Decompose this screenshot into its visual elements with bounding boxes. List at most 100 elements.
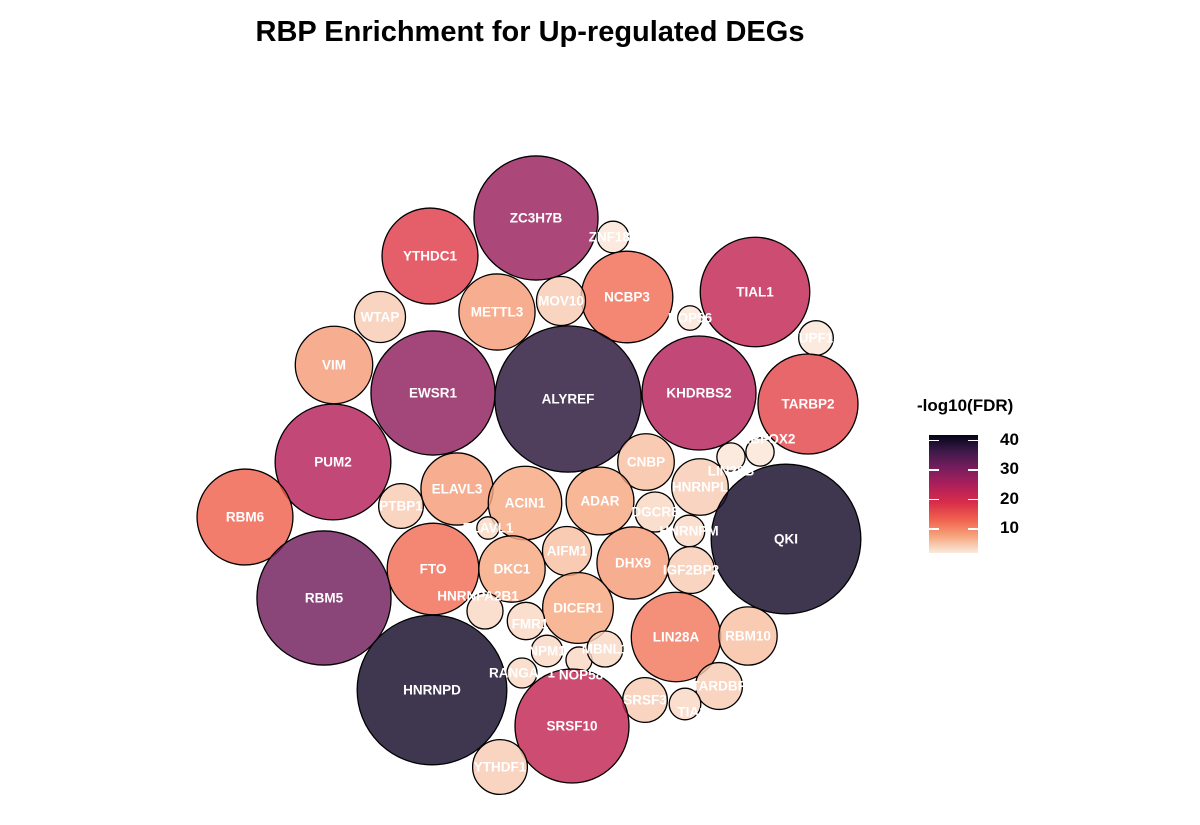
bubble-label: HNRNPA2B1: [437, 589, 519, 604]
bubble-label: NOP58: [559, 668, 604, 683]
bubble-rbm5: [256, 530, 392, 666]
bubble-label: TARBP2: [781, 397, 834, 412]
colorbar-tick: [968, 498, 978, 501]
bubble-label: ALYREF: [542, 392, 595, 407]
legend-tick-label: 10: [1000, 518, 1019, 538]
bubble-label: TIAL1: [736, 285, 774, 300]
bubble-label: MBNL1: [582, 642, 629, 657]
bubble-label: DICER1: [553, 601, 603, 616]
bubble-label: FMR1: [512, 617, 549, 632]
bubble-ythdf1: [471, 738, 529, 796]
bubble-label: HNRNPM: [659, 524, 718, 539]
bubble-label: ELAVL3: [432, 482, 483, 497]
bubble-label: PTBP1: [379, 499, 423, 514]
bubble-igf2bp2: [666, 545, 716, 595]
bubble-fmr1: [506, 601, 546, 641]
bubble-nop56: [677, 305, 703, 331]
bubble-label: ELAVL1: [463, 521, 514, 536]
bubble-label: DGCR8: [631, 505, 679, 520]
bubble-hnrnpa2b1: [466, 592, 504, 630]
bubble-label: KHDRBS2: [666, 386, 731, 401]
bubble-qki: [710, 463, 862, 615]
bubble-label: ADAR: [581, 494, 620, 509]
bubble-adar: [565, 466, 635, 536]
bubble-label: NPM1: [528, 644, 566, 659]
bubble-khdrbs2: [641, 335, 757, 451]
bubble-label: HNRNPD: [403, 683, 461, 698]
bubble-wtap: [353, 290, 407, 344]
bubble-label: SRSF3: [623, 693, 667, 708]
bubble-label: RANGAP1: [489, 666, 556, 681]
bubble-label: SRSF10: [546, 719, 597, 734]
bubble-label: PUM2: [314, 455, 352, 470]
bubble-label: TARDBP: [691, 679, 746, 694]
bubble-cnbp: [617, 433, 675, 491]
bubble-label: WTAP: [361, 310, 400, 325]
bubble-label: EWSR1: [409, 386, 458, 401]
bubble-label: METTL3: [471, 305, 524, 320]
bubble-tardbp: [694, 661, 744, 711]
bubble-label: VIM: [322, 358, 346, 373]
bubble-rbfox2: [745, 437, 775, 467]
colorbar-tick: [929, 439, 939, 442]
bubble-label: DKC1: [494, 562, 531, 577]
bubble-zc3h7b: [473, 155, 599, 281]
bubble-label: TIA1: [677, 705, 707, 720]
bubble-elavl1: [476, 516, 500, 540]
bubble-dicer1: [541, 571, 615, 645]
bubble-label: RBFOX2: [741, 432, 796, 447]
bubble-mbnl1: [586, 630, 624, 668]
bubble-rbm6: [196, 468, 294, 566]
bubble-ptbp1: [377, 482, 425, 530]
bubble-alyref: [494, 325, 642, 473]
bubble-lin28b: [716, 442, 746, 472]
bubble-ythdc1: [381, 207, 479, 305]
colorbar-tick: [929, 469, 939, 471]
bubble-tarbp2: [757, 353, 859, 455]
bubble-label: RBM6: [226, 510, 265, 525]
bubble-label: AIFM1: [547, 544, 588, 559]
bubble-label: LIN28B: [708, 464, 755, 479]
bubble-label: ZNF184: [589, 230, 638, 245]
legend-tick-label: 20: [1000, 488, 1019, 508]
bubble-tial1: [699, 236, 811, 348]
bubble-label: YTHDC1: [403, 249, 457, 264]
bubble-mov10: [535, 275, 587, 327]
chart-title: RBP Enrichment for Up-regulated DEGs: [255, 16, 805, 48]
bubble-pum2: [274, 403, 392, 521]
bubble-label: CNBP: [627, 455, 665, 470]
bubble-label: ACIN1: [505, 496, 546, 511]
bubble-npm1: [530, 634, 564, 668]
bubble-label: RBM5: [305, 591, 344, 606]
bubble-label: LIN28A: [653, 630, 700, 645]
bubble-label: NCBP3: [604, 290, 650, 305]
colorbar-tick: [968, 439, 978, 442]
bubble-dkc1: [478, 535, 546, 603]
bubble-hnrnpl: [671, 458, 729, 516]
legend-tick-label: 30: [1000, 459, 1019, 479]
bubble-label: HNRNPL: [672, 480, 728, 495]
bubble-rangap1: [506, 657, 538, 689]
bubble-label: NOP56: [668, 311, 713, 326]
bubble-label: FTO: [420, 562, 447, 577]
bubble-srsf10: [514, 668, 630, 784]
colorbar-tick: [929, 498, 939, 501]
legend-tick-label: 40: [1000, 429, 1019, 449]
colorbar: [929, 435, 978, 553]
bubble-label: IGF2BP2: [663, 563, 719, 578]
bubble-rbm10: [718, 606, 778, 666]
bubble-dgcr8: [634, 491, 676, 533]
bubble-label: RBM10: [725, 629, 771, 644]
bubble-label: QKI: [774, 532, 798, 547]
bubble-label: UPF1: [799, 331, 834, 346]
bubble-label: YTHDF1: [474, 760, 527, 775]
bubble-label: MOV10: [538, 294, 584, 309]
bubble-tia1: [668, 687, 702, 721]
bubble-label: DHX9: [615, 556, 651, 571]
colorbar-tick: [968, 528, 978, 530]
bubble-mettl3: [458, 273, 536, 351]
legend-title: -log10(FDR): [917, 396, 1014, 415]
bubble-label: ZC3H7B: [510, 211, 563, 226]
colorbar-tick: [929, 528, 939, 530]
